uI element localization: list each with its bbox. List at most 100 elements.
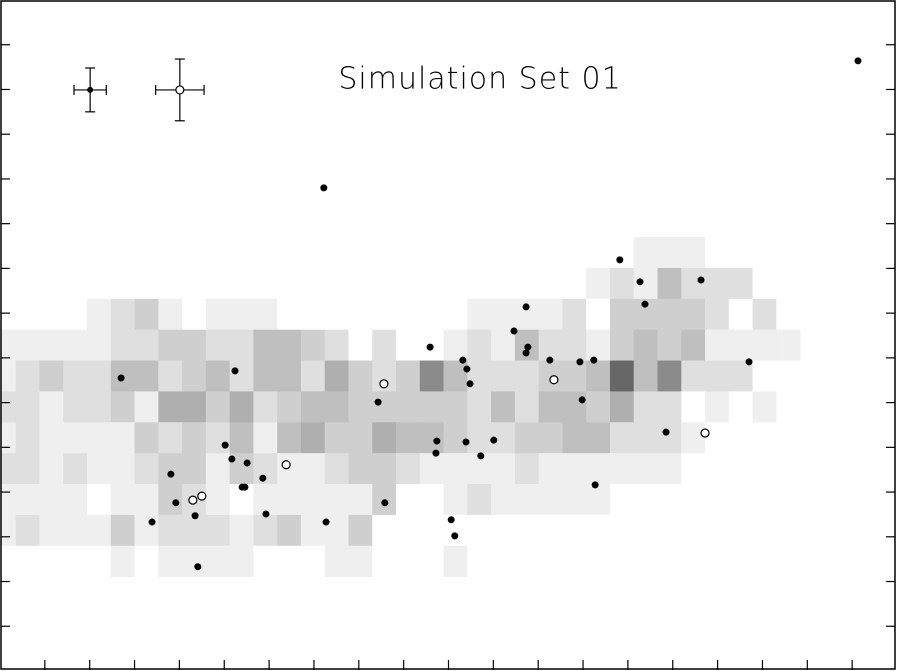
heatmap-cell [0, 514, 17, 547]
heatmap-cell [633, 329, 658, 361]
heatmap-cell [205, 514, 231, 547]
heatmap-cell [205, 360, 231, 392]
point [510, 327, 518, 335]
heatmap-cell [633, 514, 658, 547]
heatmap-cell [562, 237, 587, 269]
heatmap-cell [39, 237, 64, 269]
heatmap-cell [39, 545, 64, 578]
point [522, 349, 530, 357]
heatmap-cell [182, 360, 207, 392]
heatmap-cell [277, 237, 302, 269]
heatmap-cell [443, 391, 468, 423]
heatmap-cell [87, 422, 112, 454]
heatmap-cell [752, 545, 777, 578]
heatmap-cell [87, 360, 112, 392]
heatmap-cell [396, 545, 421, 578]
heatmap-cell [300, 422, 326, 454]
point [322, 518, 330, 526]
heatmap-cell [633, 453, 658, 485]
heatmap-cell [681, 237, 706, 269]
heatmap-cell [15, 267, 40, 300]
heatmap-cell [0, 360, 17, 392]
heatmap-cell [538, 422, 563, 454]
heatmap-cell [63, 484, 88, 516]
point [259, 474, 267, 482]
heatmap-cell [681, 298, 706, 331]
heatmap-cell [39, 484, 64, 516]
heatmap-cell [396, 267, 421, 300]
heatmap-cell [324, 329, 349, 361]
heatmap-cell [705, 484, 730, 516]
heatmap-cell [182, 298, 207, 331]
heatmap-cell [0, 391, 17, 423]
heatmap-cell [372, 453, 397, 485]
heatmap-cell [324, 453, 349, 485]
point [466, 380, 474, 388]
heatmap-cell [633, 391, 658, 423]
heatmap-cell [205, 267, 231, 300]
heatmap-cell [348, 267, 373, 300]
heatmap-cell [15, 329, 40, 361]
heatmap-cell [467, 484, 492, 516]
heatmap-cell [158, 298, 183, 331]
heatmap-cell [300, 237, 326, 269]
point [662, 428, 670, 436]
heatmap-cell [776, 267, 801, 300]
heatmap-cell [15, 422, 40, 454]
heatmap-cell [182, 545, 207, 578]
heatmap-cell [229, 391, 254, 423]
heatmap-cell [562, 514, 587, 547]
point [477, 452, 485, 460]
heatmap-cell [277, 484, 302, 516]
heatmap-cell [538, 545, 563, 578]
heatmap-cell [609, 329, 635, 361]
heatmap-cell [253, 391, 278, 423]
heatmap-cell [324, 422, 349, 454]
heatmap-cell [467, 329, 492, 361]
heatmap-cell [514, 391, 540, 423]
point [172, 499, 180, 507]
heatmap-cell [776, 391, 801, 423]
heatmap-cell [158, 514, 183, 547]
heatmap-cell [372, 329, 397, 361]
heatmap-cell [63, 391, 88, 423]
heatmap-cell [728, 360, 753, 392]
heatmap-cell [300, 514, 326, 547]
point [167, 470, 175, 478]
heatmap-cell [348, 453, 373, 485]
heatmap-cell [39, 453, 64, 485]
heatmap-cell [396, 514, 421, 547]
heatmap-cell [372, 545, 397, 578]
heatmap-cell [63, 329, 88, 361]
heatmap-cell [110, 453, 135, 485]
heatmap-cell [681, 484, 706, 516]
heatmap-cell [728, 329, 753, 361]
heatmap-cell [205, 237, 231, 269]
heatmap-cell [158, 267, 183, 300]
heatmap-cell [253, 545, 278, 578]
heatmap-cell [87, 453, 112, 485]
heatmap-cell [324, 484, 349, 516]
heatmap-cell [609, 453, 635, 485]
heatmap-cell [110, 391, 135, 423]
heatmap-cell [657, 329, 682, 361]
heatmap-cell [324, 360, 349, 392]
heatmap-cell [15, 360, 40, 392]
heatmap-cell [253, 329, 278, 361]
heatmap-cell [87, 329, 112, 361]
heatmap-cell [609, 360, 635, 392]
heatmap-cell [158, 545, 183, 578]
heatmap-cell [63, 422, 88, 454]
heatmap-cell [728, 298, 753, 331]
heatmap-cell [348, 391, 373, 423]
heatmap-cell [443, 545, 468, 578]
point [432, 449, 440, 457]
heatmap-cell [134, 360, 159, 392]
heatmap-cell [158, 391, 183, 423]
heatmap-cell [728, 545, 753, 578]
point [524, 343, 532, 351]
heatmap-cell [752, 360, 777, 392]
heatmap-cell [514, 422, 540, 454]
heatmap-cell [372, 298, 397, 331]
heatmap-cell [205, 391, 231, 423]
